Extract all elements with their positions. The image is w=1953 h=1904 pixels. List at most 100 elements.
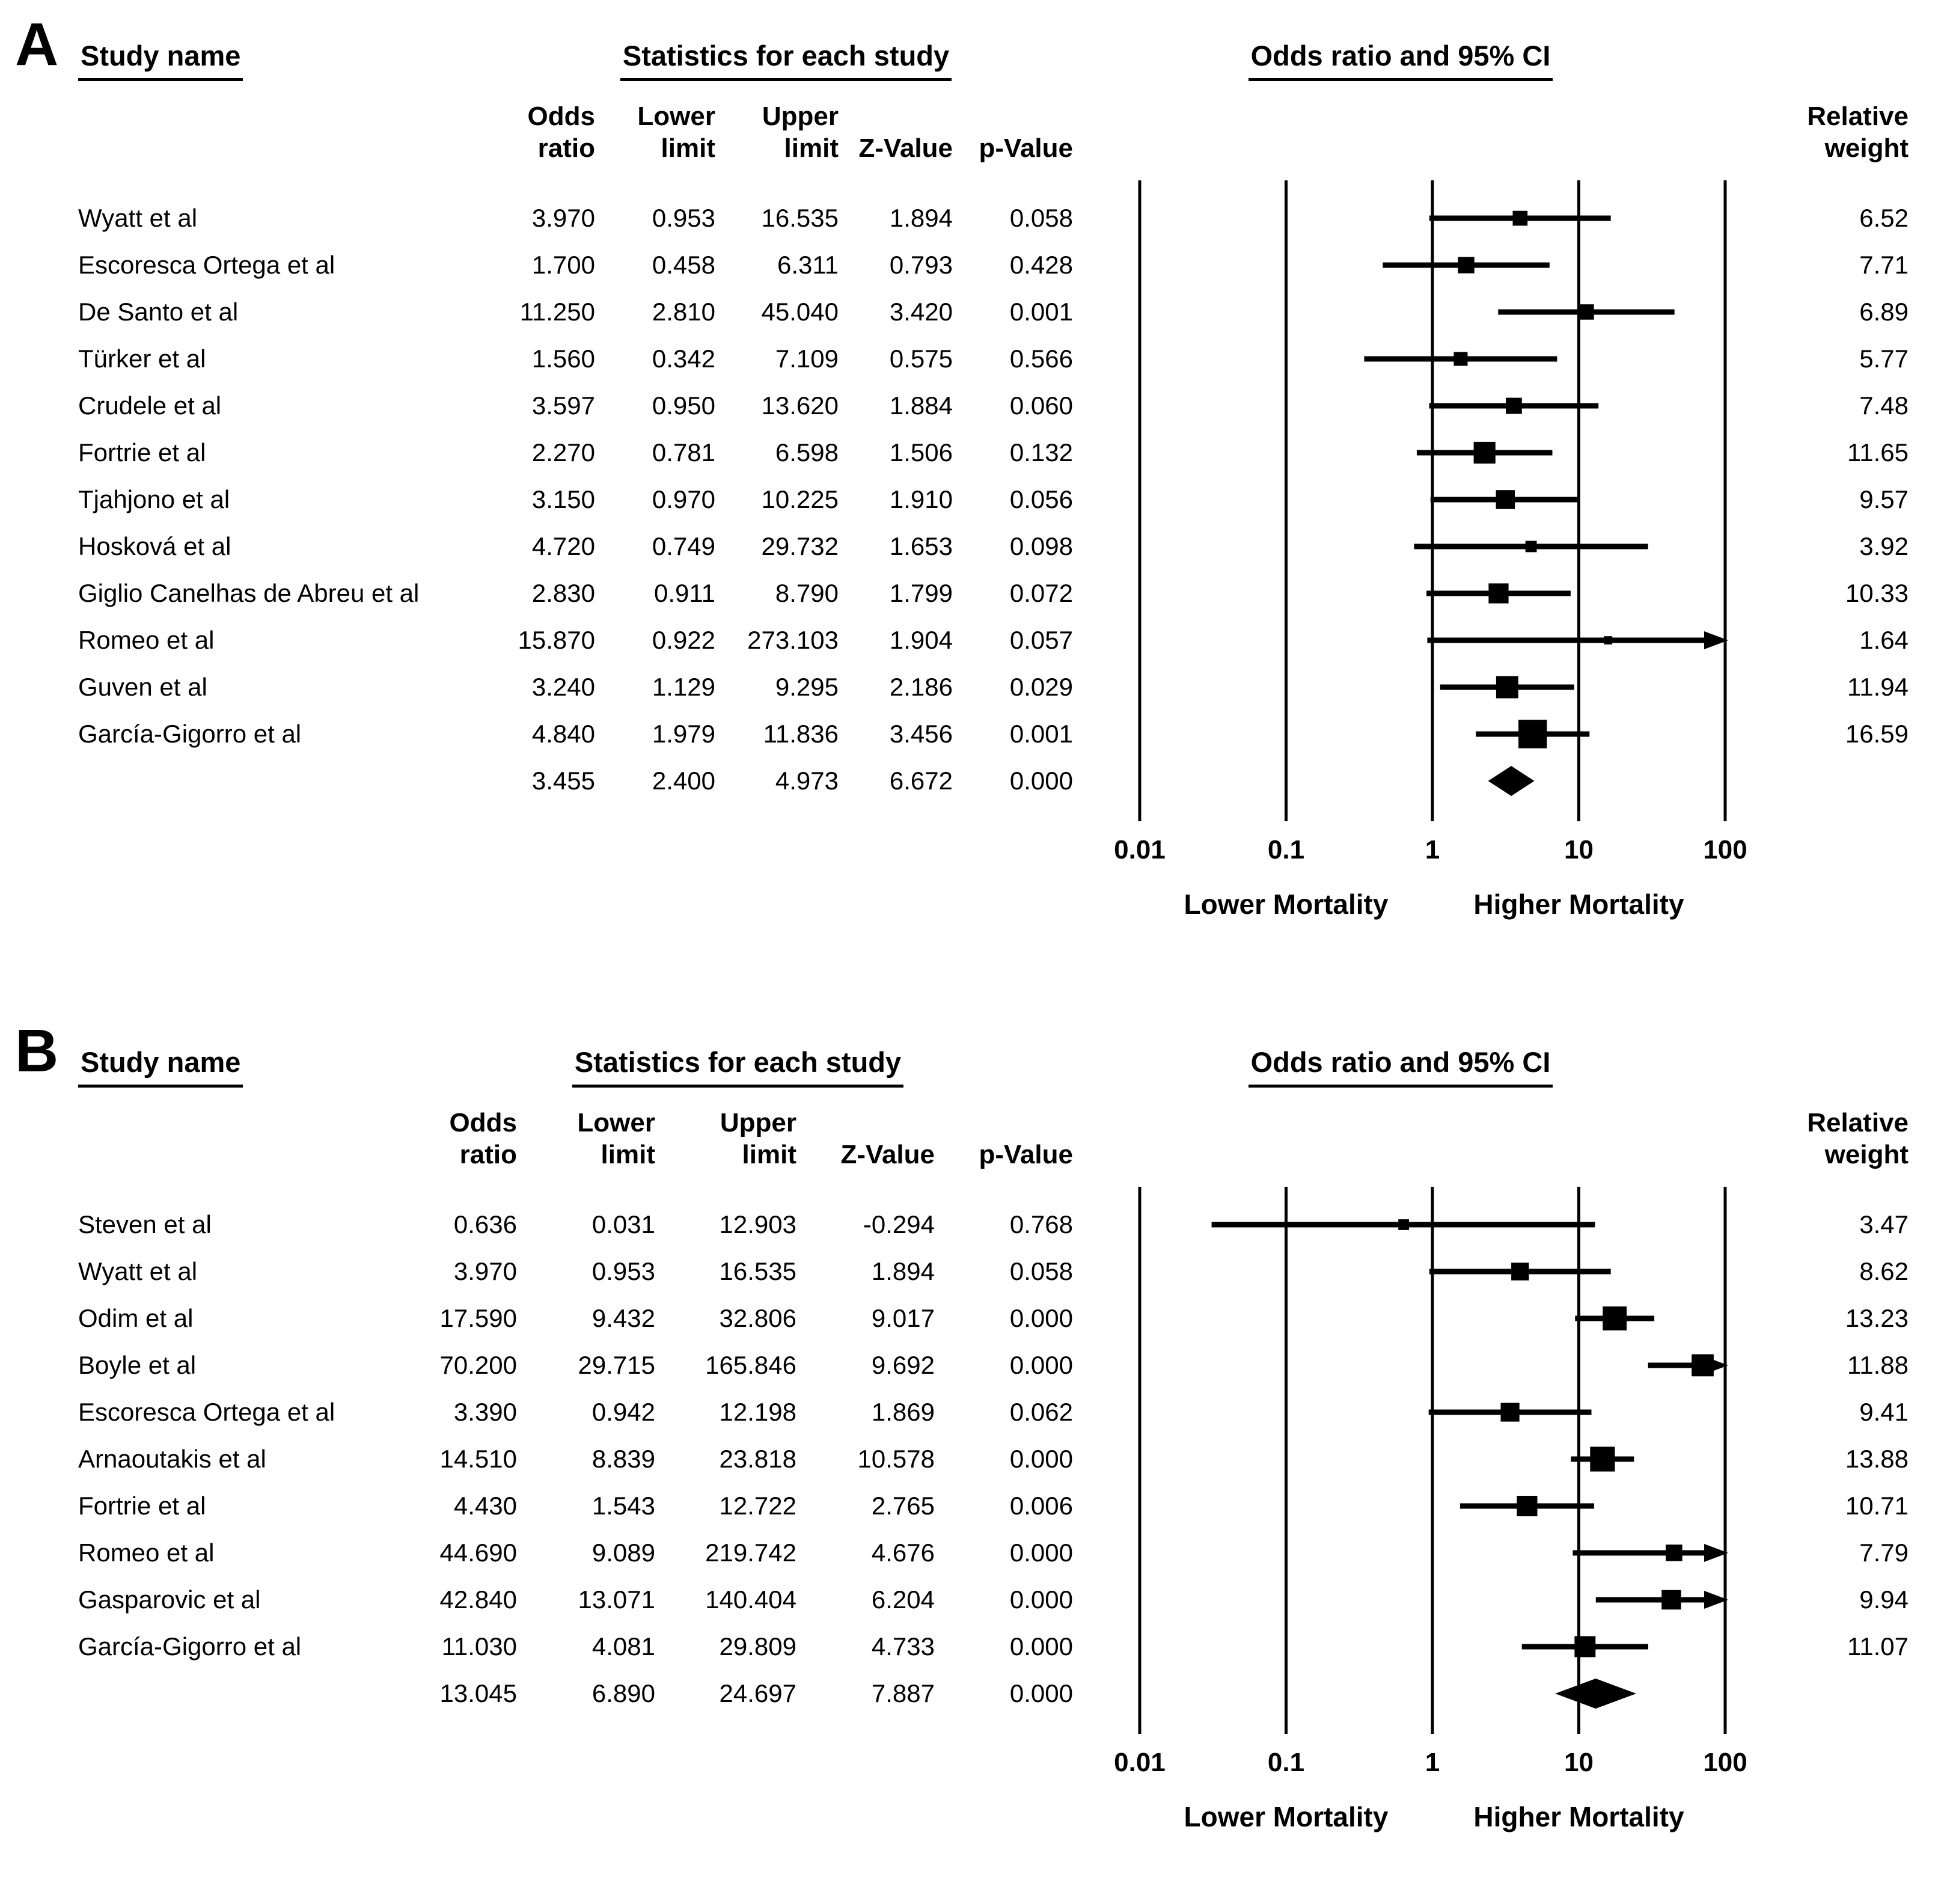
spacer-cell: [655, 1187, 796, 1201]
p-value: 0.060: [1009, 391, 1073, 420]
axis-tick-label: 0.1: [1268, 835, 1304, 865]
odds-ratio-value: 14.510: [439, 1445, 517, 1473]
ci-plot-cell: [1073, 429, 1728, 476]
upper-limit-value: 7.109: [775, 344, 839, 373]
odds-ratio-marker: [1496, 676, 1518, 699]
ci-plot: [1138, 570, 1727, 617]
spacer-cell: [517, 1717, 655, 1734]
ci-plot: [1138, 242, 1727, 289]
ci-plot-cell: [1073, 664, 1728, 711]
ci-plot: [1138, 1483, 1727, 1529]
direction-label-cell: Lower Mortality Higher Mortality: [1073, 874, 1728, 934]
ci-plot-cell: [1073, 1201, 1728, 1248]
axis-blank-cell: [953, 821, 1073, 874]
lower-limit-value: 1.129: [652, 673, 715, 701]
summary-odds-ratio-value: 13.045: [439, 1679, 517, 1707]
arrow-right-cap: [1704, 1591, 1728, 1609]
odds-ratio-value: 3.597: [531, 391, 595, 420]
relative-weight-value: 11.65: [1847, 438, 1909, 467]
ci-plot: [1138, 1576, 1728, 1623]
ci-plot-cell: [1073, 1576, 1728, 1623]
z-value: -0.294: [863, 1210, 935, 1238]
axis-blank-cell: [839, 821, 953, 874]
spacer-cell: [715, 804, 839, 821]
ci-plot: [1138, 1529, 1728, 1576]
ci-plot: [1138, 1248, 1727, 1295]
panel-b-grid: Study name Statistics for each study Odd…: [0, 1024, 1953, 1847]
odds-ratio-col-header: Odds ratio: [527, 101, 595, 164]
study-name-header-cell: Study name: [78, 1024, 403, 1088]
lower-mortality-label: Lower Mortality: [1184, 889, 1389, 920]
relative-weight-value: 9.94: [1859, 1585, 1909, 1614]
spacer-cell: [839, 180, 953, 195]
lower-limit-value: 0.953: [591, 1257, 655, 1285]
arrow-right-cap: [1704, 1544, 1728, 1562]
study-name: Fortrie et al: [78, 1492, 206, 1520]
blank-subheader-cell: [78, 81, 499, 180]
lower-limit-value: 2.810: [652, 298, 715, 326]
lower-limit-value: 0.342: [652, 344, 715, 373]
odds-ratio-marker: [1488, 583, 1509, 604]
study-name: Crudele et al: [78, 391, 222, 420]
odds-ratio-value: 3.970: [453, 1257, 517, 1285]
p-value: 0.000: [1009, 1445, 1073, 1473]
relative-weight-value: 11.94: [1847, 673, 1909, 701]
stats-header: Statistics for each study: [572, 1045, 904, 1088]
odds-ratio-value: 3.970: [531, 204, 595, 232]
p-value: 0.058: [1009, 1257, 1073, 1285]
direction-blank-cell: [935, 1787, 1073, 1847]
lower-limit-value: 1.979: [652, 720, 715, 748]
z-value: 1.799: [889, 579, 953, 607]
study-name: Guven et al: [78, 673, 207, 701]
lower-limit-value: 0.458: [652, 251, 715, 279]
odds-ratio-value: 2.830: [531, 579, 595, 607]
plot-spacer: [1138, 1187, 1727, 1201]
relative-weight-value: 10.33: [1845, 579, 1909, 607]
ci-plot-cell: [1073, 242, 1728, 289]
axis-tick-label: 0.1: [1268, 1748, 1304, 1777]
relative-weight-value: 7.71: [1859, 251, 1909, 279]
ci-plot-cell: [1073, 1436, 1728, 1483]
p-value: 0.428: [1009, 251, 1073, 279]
study-name: Giglio Canelhas de Abreu et al: [78, 579, 420, 607]
spacer-cell: [595, 804, 715, 821]
axis-blank-cell: [78, 821, 499, 874]
relative-weight-value: 13.23: [1845, 1304, 1909, 1332]
study-name: Steven et al: [78, 1210, 212, 1238]
axis-blank-cell: [796, 1734, 935, 1787]
plot-spacer: [1138, 180, 1727, 195]
blank-header-cell: [1728, 18, 1909, 81]
spacer-cell: [1728, 804, 1909, 821]
spacer-cell: [953, 180, 1073, 195]
axis-blank-cell: [655, 1734, 796, 1787]
spacer-cell: [403, 1187, 517, 1201]
ci-plot-cell: [1073, 570, 1728, 617]
ci-plot: [1138, 1436, 1727, 1483]
study-name: Gasparovic et al: [78, 1585, 261, 1614]
ci-plot-cell: [1073, 523, 1728, 570]
axis-blank-cell: [78, 1734, 403, 1787]
summary-plot-cell: [1073, 758, 1728, 804]
summary-blank-cell: [78, 1670, 403, 1717]
axis-tick-label: 10: [1564, 1748, 1594, 1777]
axis-tick-label: 100: [1703, 1748, 1747, 1777]
study-name: De Santo et al: [78, 298, 239, 326]
relative-weight-value: 9.57: [1859, 485, 1909, 513]
relative-weight-col-header: Relative weight: [1807, 1107, 1909, 1170]
lower-limit-value: 9.432: [591, 1304, 655, 1332]
spacer-cell: [517, 1187, 655, 1201]
blank-header-cell: [1728, 1024, 1909, 1088]
ci-plot: [1138, 523, 1727, 570]
odds-ratio-marker: [1590, 1446, 1615, 1472]
odds-ratio-value: 15.870: [518, 626, 595, 654]
ci-plot-cell: [1073, 195, 1728, 242]
odds-ratio-marker: [1579, 304, 1594, 320]
spacer-cell: [953, 804, 1073, 821]
spacer-cell: [78, 180, 499, 195]
summary-p-value: 0.000: [1009, 767, 1073, 795]
direction-labels: Lower Mortality Higher Mortality: [1184, 889, 1684, 920]
spacer-cell: [715, 180, 839, 195]
direction-blank-cell: [595, 874, 715, 934]
odds-ratio-value: 11.030: [441, 1632, 517, 1661]
